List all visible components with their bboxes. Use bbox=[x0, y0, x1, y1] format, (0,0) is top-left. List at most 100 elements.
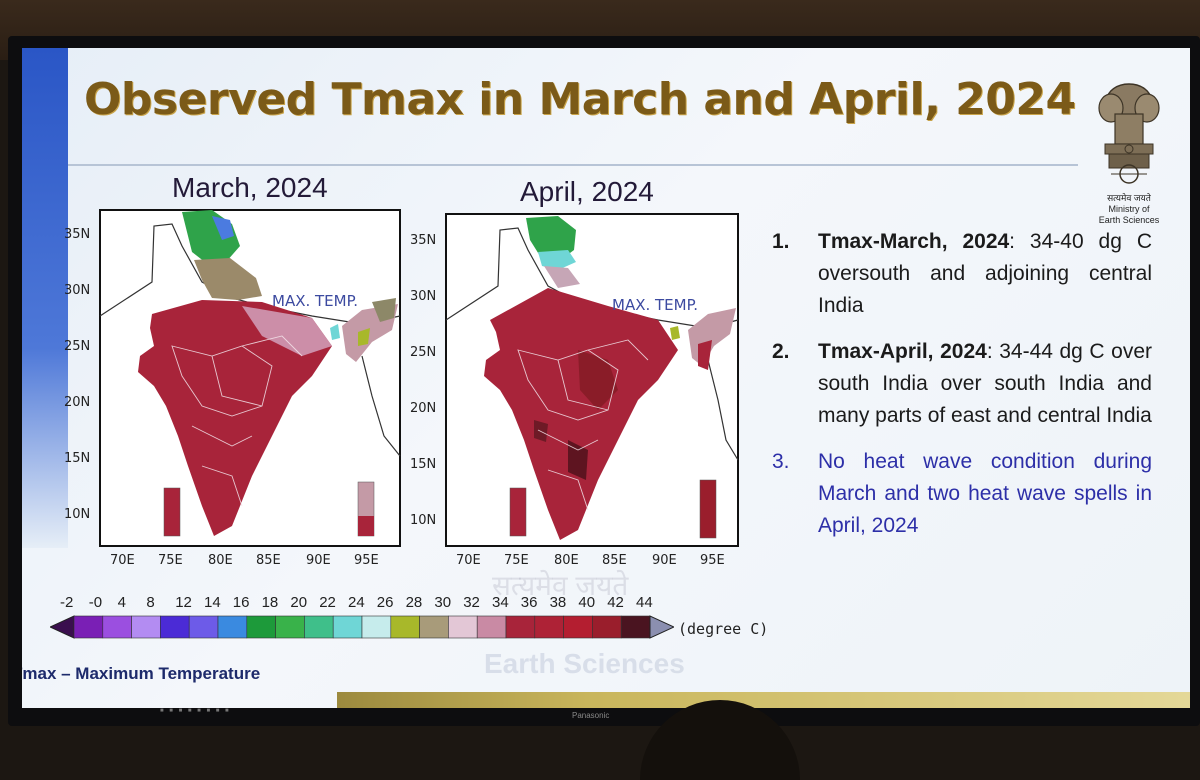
point-1-heading: Tmax-March, 2024 bbox=[818, 230, 1010, 253]
lat-tick-30n: 30N bbox=[410, 289, 436, 304]
lon-tick-75e: 75E bbox=[158, 553, 183, 568]
colorbar-segment bbox=[620, 615, 651, 639]
march-lon-ticks: 70E 75E 80E 85E 90E 95E bbox=[110, 553, 379, 568]
colorbar-tick: 40 bbox=[578, 594, 596, 611]
april-temperature-map: 35N 30N 25N 20N 15N 10N 70E 75E 80E 85E … bbox=[410, 213, 739, 568]
colorbar-segment bbox=[419, 615, 449, 639]
colorbar-tick: 30 bbox=[434, 594, 452, 611]
colorbar-segment bbox=[275, 615, 305, 639]
tv-brand-label: Panasonic bbox=[572, 711, 610, 720]
colorbar-segment bbox=[246, 615, 276, 639]
colorbar-tick: 8 bbox=[146, 594, 155, 611]
colorbar-segment bbox=[448, 615, 478, 639]
lon-tick-90e: 90E bbox=[306, 553, 331, 568]
national-emblem-logo: सत्यमेव जयते Ministry of Earth Sciences bbox=[1084, 78, 1174, 228]
lon-tick-80e: 80E bbox=[208, 553, 233, 568]
colorbar-tick: 32 bbox=[463, 594, 480, 611]
colorbar-segment bbox=[188, 615, 219, 639]
colorbar-unit: (degree C) bbox=[678, 620, 769, 638]
colorbar-tick: -0 bbox=[88, 594, 103, 611]
tv-indicator-leds: ■ ■ ■ ■ ■ ■ ■ ■ bbox=[160, 708, 231, 714]
lat-tick-35n: 35N bbox=[64, 227, 90, 242]
colorbar-segment bbox=[534, 615, 564, 639]
colorbar-tick: 16 bbox=[232, 594, 250, 611]
colorbar-tick-labels: -2 -0 4 8 12 14 16 18 20 22 24 26 28 30 32 34 36 38 40 42 44 bbox=[60, 594, 686, 616]
colorbar-segment bbox=[73, 615, 104, 639]
lon-tick-95e: 95E bbox=[354, 553, 379, 568]
colorbar-tick: 44 bbox=[636, 594, 653, 611]
ministry-name-line1: Ministry of bbox=[1108, 204, 1150, 214]
colorbar-tick: 4 bbox=[117, 594, 126, 611]
colorbar-tick: 12 bbox=[175, 594, 192, 611]
april-lon-ticks: 70E 75E 80E 85E 90E 95E bbox=[456, 553, 725, 568]
point-3-text: No heat wave condition during March and … bbox=[818, 450, 1152, 537]
lat-tick-35n: 35N bbox=[410, 233, 436, 248]
lat-tick-10n: 10N bbox=[410, 513, 436, 528]
colorbar-tick: 38 bbox=[549, 594, 567, 611]
april-map-title: April, 2024 bbox=[520, 176, 654, 207]
lat-tick-20n: 20N bbox=[64, 395, 90, 410]
colorbar-tick: 26 bbox=[376, 594, 394, 611]
colorbar-tick: -2 bbox=[60, 594, 74, 611]
point-2-heading: Tmax-April, 2024 bbox=[818, 340, 987, 363]
lon-tick-85e: 85E bbox=[602, 553, 627, 568]
colorbar-segment bbox=[304, 615, 334, 639]
lon-tick-85e: 85E bbox=[256, 553, 281, 568]
colorbar-tick: 18 bbox=[261, 594, 279, 611]
colorbar-tick: 34 bbox=[492, 594, 509, 611]
emblem-motto: सत्यमेव जयते bbox=[1107, 193, 1151, 203]
point-2-text: : 34-44 dg C over south India over south… bbox=[818, 340, 1152, 427]
colorbar-tick: 22 bbox=[319, 594, 336, 611]
lon-tick-70e: 70E bbox=[456, 553, 481, 568]
colorbar-segment bbox=[332, 615, 363, 639]
colorbar-tick: 20 bbox=[290, 594, 308, 611]
point-1: 1. Tmax-March, 2024: 34-40 dg C oversout… bbox=[772, 226, 1152, 322]
presentation-slide: Observed Tmax in March and April, 2024 स… bbox=[22, 48, 1190, 708]
lat-tick-10n: 10N bbox=[64, 507, 90, 522]
april-lat-ticks: 35N 30N 25N 20N 15N 10N bbox=[410, 233, 436, 528]
watermark-ministry: Earth Sciences bbox=[484, 648, 685, 679]
colorbar-tick: 36 bbox=[520, 594, 538, 611]
april-map-label: MAX. TEMP. bbox=[612, 296, 698, 314]
march-map-label: MAX. TEMP. bbox=[272, 292, 358, 310]
colorbar-segment bbox=[563, 615, 593, 639]
lat-tick-30n: 30N bbox=[64, 283, 90, 298]
lion-capital-icon bbox=[1098, 83, 1160, 184]
slide-title: Observed Tmax in March and April, 2024 bbox=[84, 74, 1076, 125]
slide-footnote: Tmax – Maximum Temperature bbox=[22, 664, 261, 683]
colorbar-low-arrow bbox=[50, 615, 75, 639]
march-map-title: March, 2024 bbox=[172, 172, 328, 203]
key-points-list: 1. Tmax-March, 2024: 34-40 dg C oversout… bbox=[772, 226, 1152, 556]
point-1-number: 1. bbox=[772, 230, 790, 253]
colorbar-tick: 42 bbox=[607, 594, 624, 611]
colorbar-segment bbox=[592, 615, 622, 639]
lon-tick-90e: 90E bbox=[652, 553, 677, 568]
lat-tick-25n: 25N bbox=[64, 339, 90, 354]
lon-tick-80e: 80E bbox=[554, 553, 579, 568]
march-temperature-map: 35N 30N 25N 20N 15N 10N 70E 75E 80E 85E … bbox=[64, 209, 401, 568]
watermark-motto: सत्यमेव जयते bbox=[492, 570, 629, 601]
temperature-colorbar bbox=[50, 615, 674, 639]
colorbar-segment bbox=[131, 615, 161, 639]
title-divider bbox=[68, 164, 1078, 166]
ministry-name-line2: Earth Sciences bbox=[1098, 215, 1160, 225]
colorbar-high-arrow bbox=[649, 615, 674, 639]
lon-tick-95e: 95E bbox=[700, 553, 725, 568]
colorbar-segment bbox=[102, 615, 132, 639]
point-3: 3. No heat wave condition during March a… bbox=[772, 446, 1152, 542]
colorbar-segment bbox=[505, 615, 536, 639]
march-lat-ticks: 35N 30N 25N 20N 15N 10N bbox=[64, 227, 90, 522]
slide-footer-bar bbox=[337, 692, 1190, 708]
colorbar-tick: 24 bbox=[348, 594, 365, 611]
lon-tick-75e: 75E bbox=[504, 553, 529, 568]
colorbar-segment bbox=[390, 615, 420, 639]
lat-tick-15n: 15N bbox=[64, 451, 90, 466]
slide-accent-strip bbox=[22, 48, 68, 548]
lon-tick-70e: 70E bbox=[110, 553, 135, 568]
lat-tick-25n: 25N bbox=[410, 345, 436, 360]
colorbar-segment bbox=[476, 615, 507, 639]
point-1-text: : 34-40 dg C oversouth and adjoining cen… bbox=[818, 230, 1152, 317]
colorbar-segment bbox=[361, 615, 392, 639]
lat-tick-15n: 15N bbox=[410, 457, 436, 472]
colorbar-tick: 28 bbox=[405, 594, 423, 611]
